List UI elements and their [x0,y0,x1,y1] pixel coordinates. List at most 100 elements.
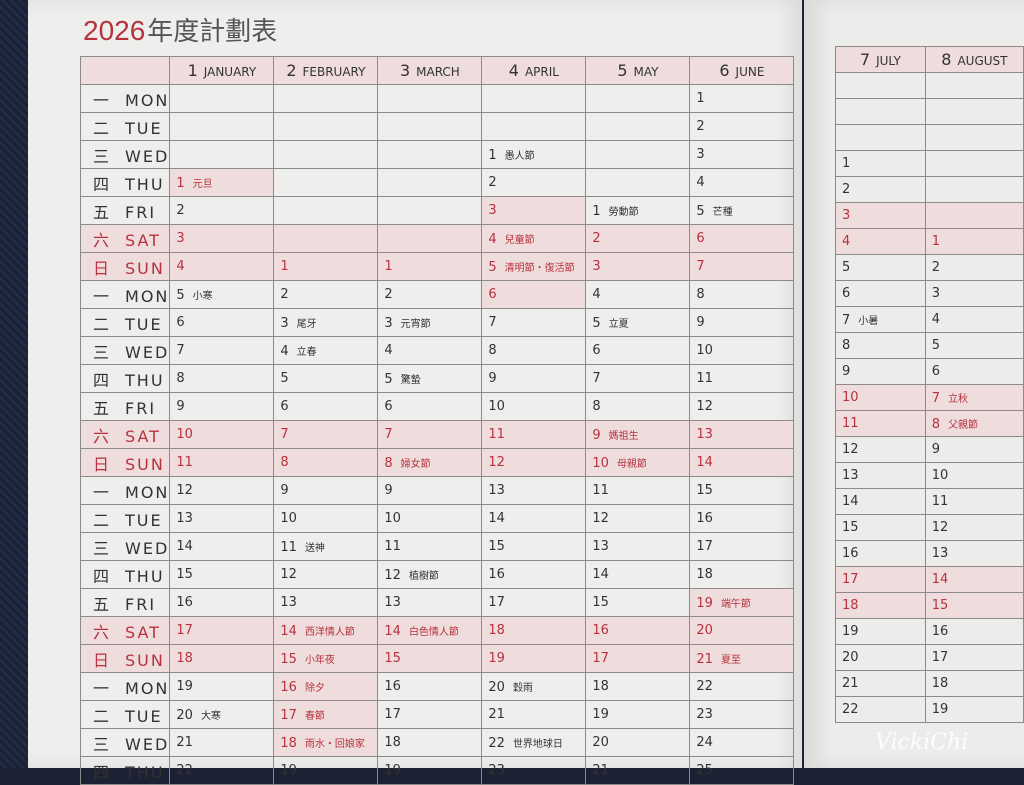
day-number: 12 [842,442,859,457]
day-cell: 17 [924,644,1024,671]
day-number: 16 [842,546,859,561]
day-cell: 21 [585,756,691,785]
day-cell: 18 [585,672,691,701]
day-cell: 16 [585,616,691,645]
table-row: 日 SUN 18 15 小年夜 15 19 17 21 夏至 [79,644,795,673]
weekday-en: WED [125,342,170,362]
day-cell: 22 [169,756,275,785]
weekday-zh: 二 [93,314,112,334]
day-number: 9 [931,442,941,457]
day-number: 16 [592,623,609,638]
month-name: AUGUST [957,54,1008,68]
weekday-zh: 三 [93,538,112,558]
day-cell: 7 立秋 [924,384,1024,411]
day-number: 13 [842,468,859,483]
day-cell: 20 [689,616,795,645]
day-number: 4 [696,175,705,190]
weekday-en: MON [125,678,170,698]
day-number: 4 [280,343,289,359]
day-cell: 9 [924,436,1024,463]
holiday-note: 兒童節 [504,234,535,246]
table-row: 六 SAT 17 14 西洋情人節 14 白色情人節 18 16 20 [79,616,795,645]
weekday-label: 三 WED [79,532,171,561]
day-cell: 7 [377,420,483,449]
day-cell: 24 [689,728,795,757]
day-cell: 18 雨水・回娘家 [273,728,379,757]
weekday-zh: 六 [93,230,112,250]
table-row: 7 小暑 4 [835,306,1024,333]
weekday-zh: 六 [93,622,112,642]
day-number: 9 [176,399,185,414]
day-cell [377,140,483,169]
weekday-en: WED [125,538,170,558]
day-number: 10 [931,468,949,483]
day-cell: 23 [481,756,587,785]
day-cell: 3 [689,140,795,169]
table-row: 11 8 父親節 [835,410,1024,437]
day-cell: 11 [377,532,483,561]
day-number: 9 [384,483,393,498]
day-number: 5 [488,259,497,275]
day-cell: 11 送神 [273,532,379,561]
day-cell: 14 [924,566,1024,593]
day-cell: 16 [169,588,275,617]
day-cell: 3 [169,224,275,253]
day-number: 8 [592,399,601,414]
calendar-table-left: 1 JANUARY 2 FEBRUARY 3 MARCH 4 APRIL 5 MAY 6 JUNE 一 M… [79,56,795,785]
day-cell [585,168,691,197]
day-number: 5 [280,371,289,386]
day-cell: 2 [835,176,926,203]
day-number: 12 [384,567,401,583]
day-number: 19 [384,763,401,778]
day-number: 4 [592,287,601,302]
day-number: 1 [842,156,851,171]
day-number: 14 [696,455,713,470]
table-row: 12 9 [835,436,1024,463]
day-cell: 6 [689,224,795,253]
day-cell: 7 [481,308,587,337]
month-header: 1 JANUARY [169,56,275,85]
day-number: 10 [842,390,859,405]
day-number: 6 [592,343,601,358]
day-cell: 15 [585,588,691,617]
day-cell: 5 [273,364,379,393]
day-cell: 15 小年夜 [273,644,379,673]
weekday-label: 一 MON [79,280,171,309]
weekday-en: SUN [125,650,165,670]
day-cell: 11 [169,448,275,477]
table-row: 四 THU 8 5 5 驚蟄 9 7 11 [79,364,795,393]
month-number: 6 [719,61,730,80]
holiday-note: 媽祖生 [608,430,639,442]
day-number: 15 [384,651,401,666]
weekday-zh: 五 [93,202,112,222]
day-number: 17 [280,707,297,723]
weekday-en: WED [125,146,170,166]
weekday-en: THU [125,566,165,586]
table-row: 五 FRI 9 6 6 10 8 12 [79,392,795,421]
day-cell: 13 [481,476,587,505]
weekday-label: 二 TUE [79,700,171,729]
day-cell: 14 [169,532,275,561]
day-number: 8 [384,455,393,471]
day-cell: 17 [835,566,926,593]
holiday-note: 西洋情人節 [304,626,355,638]
watermark-signature: VickiChi [875,730,969,755]
day-number: 12 [488,455,505,470]
day-number: 21 [176,735,193,750]
day-number: 23 [696,707,713,722]
day-number: 6 [842,286,851,301]
weekday-label: 一 MON [79,84,171,113]
day-number: 14 [931,572,949,587]
table-row: 17 14 [835,566,1024,593]
header-corner [79,56,171,85]
day-cell: 25 [689,756,795,785]
weekday-en: THU [125,370,165,390]
weekday-zh: 日 [93,650,112,670]
day-cell: 5 [924,332,1024,359]
day-cell: 22 世界地球日 [481,728,587,757]
day-cell: 10 [481,392,587,421]
day-cell [169,112,275,141]
day-cell: 19 [273,756,379,785]
day-number: 6 [176,315,185,330]
table-row: 二 TUE 20 大寒 17 春節 17 21 19 23 [79,700,795,729]
